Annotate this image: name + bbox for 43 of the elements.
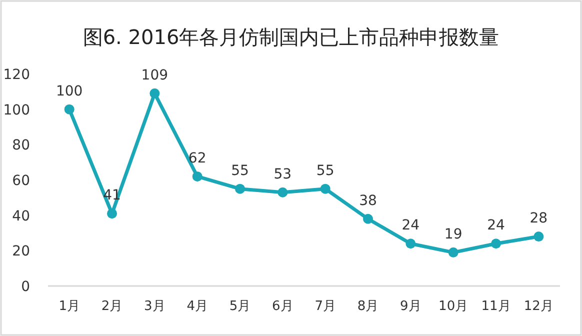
point — [534, 232, 544, 242]
point — [107, 208, 117, 219]
x-tick-label: 2月 — [101, 299, 123, 314]
data-label: 19 — [444, 226, 462, 242]
y-tick-label: 0 — [21, 279, 30, 295]
x-tick-label: 7月 — [314, 299, 336, 314]
x-tick-label: 10月 — [438, 299, 468, 314]
y-tick-label: 80 — [12, 138, 30, 154]
x-tick-label: 9月 — [400, 299, 422, 314]
data-label: 109 — [141, 67, 168, 84]
point — [491, 238, 501, 249]
data-label: 55 — [231, 162, 249, 179]
x-tick-label: 8月 — [357, 299, 379, 314]
point — [235, 184, 245, 194]
point — [406, 238, 416, 249]
x-tick-label: 4月 — [186, 299, 208, 314]
data-label: 38 — [359, 192, 377, 209]
chart-title: 图6. 2016年各月仿制国内已上市品种申报数量 — [82, 25, 500, 49]
point — [64, 104, 74, 114]
point — [363, 214, 373, 224]
x-tick-label: 5月 — [229, 299, 251, 314]
y-tick-label: 20 — [12, 244, 30, 260]
point — [278, 187, 288, 198]
data-label: 62 — [188, 150, 206, 166]
y-tick-label: 100 — [3, 102, 30, 118]
data-label: 28 — [530, 210, 548, 227]
x-tick-label: 11月 — [481, 299, 511, 314]
y-tick-label: 60 — [12, 173, 30, 189]
y-tick-label: 120 — [3, 67, 30, 83]
x-tick-label: 1月 — [58, 299, 80, 314]
x-tick-label: 12月 — [524, 299, 554, 314]
point — [448, 247, 458, 258]
data-label: 55 — [316, 162, 334, 179]
point — [320, 184, 330, 194]
data-label: 53 — [274, 166, 292, 182]
x-tick-label: 3月 — [144, 299, 166, 314]
y-tick-label: 40 — [12, 208, 30, 224]
point — [192, 171, 202, 182]
data-label: 24 — [402, 218, 420, 234]
x-tick-label: 6月 — [272, 299, 294, 314]
data-label: 100 — [56, 83, 83, 100]
point — [150, 88, 160, 98]
data-label: 24 — [487, 218, 505, 234]
